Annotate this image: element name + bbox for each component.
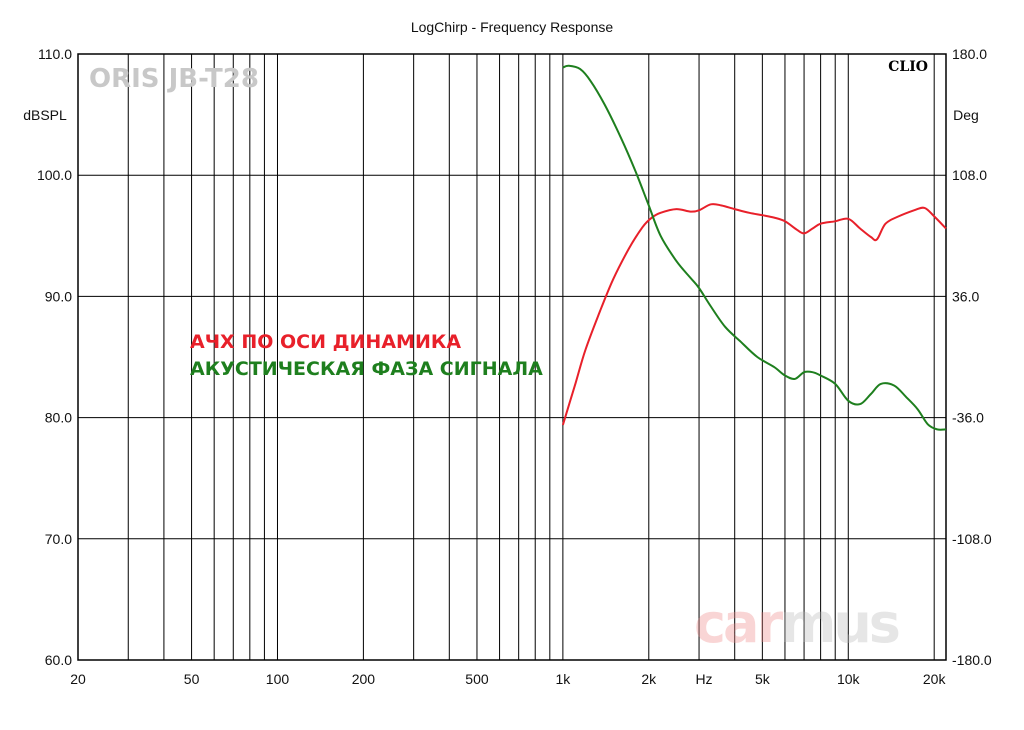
x-tick-label: 100 bbox=[266, 671, 290, 687]
x-tick-label: 500 bbox=[465, 671, 489, 687]
y-left-tick-label: 110.0 bbox=[38, 46, 72, 62]
x-tick-label: 20 bbox=[70, 671, 86, 687]
phase-response-line bbox=[562, 64, 947, 431]
y-left-tick-label: 60.0 bbox=[45, 652, 72, 668]
y-left-tick-label: 100.0 bbox=[37, 167, 72, 183]
grid bbox=[78, 54, 946, 660]
clio-brand: CLIO bbox=[888, 59, 928, 75]
x-axis-label: Hz bbox=[695, 671, 712, 687]
x-tick-label: 50 bbox=[184, 671, 200, 687]
y-left-ticks: 110.0 100.0 90.0 80.0 70.0 60.0 bbox=[37, 46, 72, 668]
y-right-ticks: 180.0 108.0 36.0 -36.0 -108.0 -180.0 bbox=[952, 46, 992, 668]
x-tick-label: 2k bbox=[641, 671, 657, 687]
x-tick-label: 5k bbox=[755, 671, 771, 687]
y-right-tick-label: 108.0 bbox=[952, 167, 987, 183]
series-layer bbox=[561, 64, 947, 431]
y-left-tick-label: 70.0 bbox=[45, 531, 72, 547]
legend-amplitude: АЧХ ПО ОСИ ДИНАМИКА bbox=[190, 331, 461, 353]
y-right-tick-label: -108.0 bbox=[952, 531, 992, 547]
amplitude-response-line bbox=[561, 203, 947, 426]
y-left-tick-label: 90.0 bbox=[45, 288, 72, 304]
x-tick-label: 200 bbox=[352, 671, 376, 687]
y-right-tick-label: -180.0 bbox=[952, 652, 992, 668]
y-right-tick-label: 180.0 bbox=[952, 46, 987, 62]
carmus-logo: carmus bbox=[694, 592, 899, 655]
y-right-tick-label: 36.0 bbox=[952, 288, 979, 304]
logo-part-mus: mus bbox=[780, 592, 899, 655]
x-tick-label: 10k bbox=[837, 671, 861, 687]
legend-phase: АКУСТИЧЕСКАЯ ФАЗА СИГНАЛА bbox=[190, 358, 543, 380]
logo-part-car: car bbox=[694, 592, 783, 655]
y-left-axis-label: dBSPL bbox=[23, 107, 67, 123]
x-tick-label: 1k bbox=[555, 671, 571, 687]
model-watermark: ORIS JB-T28 bbox=[89, 64, 259, 94]
x-axis-ticks: 20 50 100 200 500 1k 2k 5k 10k 20k bbox=[70, 671, 946, 687]
y-right-axis-label: Deg bbox=[953, 107, 979, 123]
y-right-tick-label: -36.0 bbox=[952, 410, 984, 426]
plot-frame bbox=[77, 53, 947, 661]
y-left-tick-label: 80.0 bbox=[45, 410, 72, 426]
chart-title: LogChirp - Frequency Response bbox=[411, 19, 614, 35]
x-tick-label: 20k bbox=[923, 671, 947, 687]
